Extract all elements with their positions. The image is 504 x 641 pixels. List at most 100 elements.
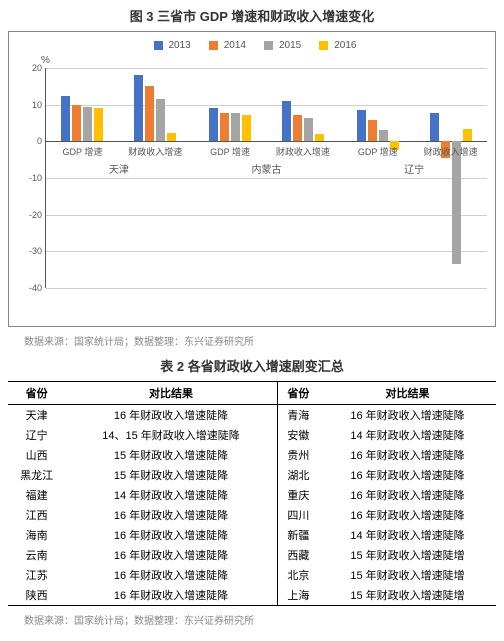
- bar: [315, 134, 324, 141]
- subgroup: 财政收入增速: [119, 68, 192, 288]
- bar: [242, 115, 251, 141]
- table-cell: 上海: [277, 585, 319, 606]
- subgroup: 财政收入增速: [267, 68, 340, 288]
- sub-label: 财政收入增速: [414, 145, 487, 158]
- bar: [368, 120, 377, 141]
- table-cell: 15 年财政收入增速陡增: [319, 565, 496, 585]
- table-cell: 15 年财政收入增速陡降: [65, 445, 277, 465]
- table-cell: 山西: [8, 445, 65, 465]
- y-axis-unit: %: [41, 55, 491, 66]
- table-cell: 15 年财政收入增速陡降: [65, 465, 277, 485]
- legend-item-2016: 2016: [313, 40, 356, 51]
- chart-container: 2013201420152016 % -40-30-20-1001020GDP …: [8, 31, 496, 327]
- table-cell: 16 年财政收入增速陡降: [65, 585, 277, 606]
- table-cell: 西藏: [277, 545, 319, 565]
- sub-label: 财政收入增速: [267, 145, 340, 158]
- region-label: 内蒙古: [194, 161, 340, 176]
- table-header: 省份: [277, 382, 319, 405]
- bar: [357, 110, 366, 141]
- table-cell: 16 年财政收入增速陡降: [65, 405, 277, 426]
- table-cell: 16 年财政收入增速陡降: [65, 565, 277, 585]
- plot-area: -40-30-20-1001020GDP 增速财政收入增速天津GDP 增速财政收…: [45, 68, 487, 288]
- table-cell: 福建: [8, 485, 65, 505]
- summary-table: 省份对比结果省份对比结果 天津16 年财政收入增速陡降青海16 年财政收入增速陡…: [8, 381, 496, 606]
- table-cell: 15 年财政收入增速陡增: [319, 545, 496, 565]
- bar: [209, 108, 218, 141]
- legend-item-2014: 2014: [203, 40, 246, 51]
- bar: [293, 115, 302, 141]
- chart-title: 图 3 三省市 GDP 增速和财政收入增速变化: [8, 6, 496, 25]
- table-cell: 辽宁: [8, 425, 65, 445]
- bar: [134, 75, 143, 141]
- sub-label: GDP 增速: [46, 145, 119, 158]
- table-cell: 江苏: [8, 565, 65, 585]
- table-cell: 江西: [8, 505, 65, 525]
- table-cell: 海南: [8, 525, 65, 545]
- chart-source: 数据来源：国家统计局；数据整理：东兴证券研究所: [24, 333, 496, 348]
- bar: [167, 133, 176, 141]
- table-cell: 北京: [277, 565, 319, 585]
- bar: [463, 129, 472, 142]
- chart-legend: 2013 2014 2015 2016: [13, 40, 491, 51]
- y-tick-label: -10: [16, 173, 42, 183]
- y-tick-label: 0: [16, 136, 42, 146]
- table-cell: 14、15 年财政收入增速陡降: [65, 425, 277, 445]
- bar: [72, 105, 81, 142]
- table-row: 云南16 年财政收入增速陡降西藏15 年财政收入增速陡增: [8, 545, 496, 565]
- bar: [379, 130, 388, 141]
- table-cell: 14 年财政收入增速陡降: [319, 425, 496, 445]
- table-cell: 安徽: [277, 425, 319, 445]
- table-row: 福建14 年财政收入增速陡降重庆16 年财政收入增速陡降: [8, 485, 496, 505]
- sub-label: GDP 增速: [341, 145, 414, 158]
- table-cell: 15 年财政收入增速陡增: [319, 585, 496, 606]
- table-cell: 青海: [277, 405, 319, 426]
- table-header: 对比结果: [65, 382, 277, 405]
- table-header: 省份: [8, 382, 65, 405]
- table-cell: 16 年财政收入增速陡降: [319, 505, 496, 525]
- table-source: 数据来源：国家统计局；数据整理：东兴证券研究所: [24, 612, 496, 627]
- region-天津: GDP 增速财政收入增速天津: [46, 68, 192, 288]
- bar: [452, 141, 461, 264]
- table-row: 海南16 年财政收入增速陡降新疆14 年财政收入增速陡降: [8, 525, 496, 545]
- table-cell: 四川: [277, 505, 319, 525]
- table-cell: 新疆: [277, 525, 319, 545]
- legend-item-2015: 2015: [258, 40, 301, 51]
- subgroup: GDP 增速: [194, 68, 267, 288]
- subgroup: GDP 增速: [341, 68, 414, 288]
- table-cell: 16 年财政收入增速陡降: [65, 505, 277, 525]
- bar: [61, 96, 70, 142]
- bar: [282, 101, 291, 141]
- bar: [304, 118, 313, 142]
- bar: [156, 99, 165, 141]
- table-cell: 14 年财政收入增速陡降: [65, 485, 277, 505]
- table-cell: 黑龙江: [8, 465, 65, 485]
- table-row: 山西15 年财政收入增速陡降贵州16 年财政收入增速陡降: [8, 445, 496, 465]
- sub-label: 财政收入增速: [119, 145, 192, 158]
- table-row: 辽宁14、15 年财政收入增速陡降安徽14 年财政收入增速陡降: [8, 425, 496, 445]
- y-tick-label: 20: [16, 63, 42, 73]
- table-cell: 16 年财政收入增速陡降: [319, 405, 496, 426]
- bar: [83, 107, 92, 141]
- region-label: 辽宁: [341, 161, 487, 176]
- y-tick-label: -20: [16, 210, 42, 220]
- sub-label: GDP 增速: [194, 145, 267, 158]
- bar: [430, 113, 439, 142]
- bar: [220, 113, 229, 142]
- bar: [145, 86, 154, 141]
- table-cell: 16 年财政收入增速陡降: [65, 525, 277, 545]
- table-cell: 16 年财政收入增速陡降: [319, 485, 496, 505]
- table-cell: 16 年财政收入增速陡降: [319, 445, 496, 465]
- table-row: 黑龙江15 年财政收入增速陡降湖北16 年财政收入增速陡降: [8, 465, 496, 485]
- legend-item-2013: 2013: [148, 40, 191, 51]
- table-row: 江西16 年财政收入增速陡降四川16 年财政收入增速陡降: [8, 505, 496, 525]
- table-row: 天津16 年财政收入增速陡降青海16 年财政收入增速陡降: [8, 405, 496, 426]
- table-row: 陕西16 年财政收入增速陡降上海15 年财政收入增速陡增: [8, 585, 496, 606]
- table-cell: 重庆: [277, 485, 319, 505]
- region-label: 天津: [46, 161, 192, 176]
- table-cell: 天津: [8, 405, 65, 426]
- y-tick-label: -30: [16, 246, 42, 256]
- bar: [231, 113, 240, 141]
- table-cell: 16 年财政收入增速陡降: [319, 465, 496, 485]
- table-cell: 14 年财政收入增速陡降: [319, 525, 496, 545]
- table-title: 表 2 各省财政收入增速剧变汇总: [8, 356, 496, 375]
